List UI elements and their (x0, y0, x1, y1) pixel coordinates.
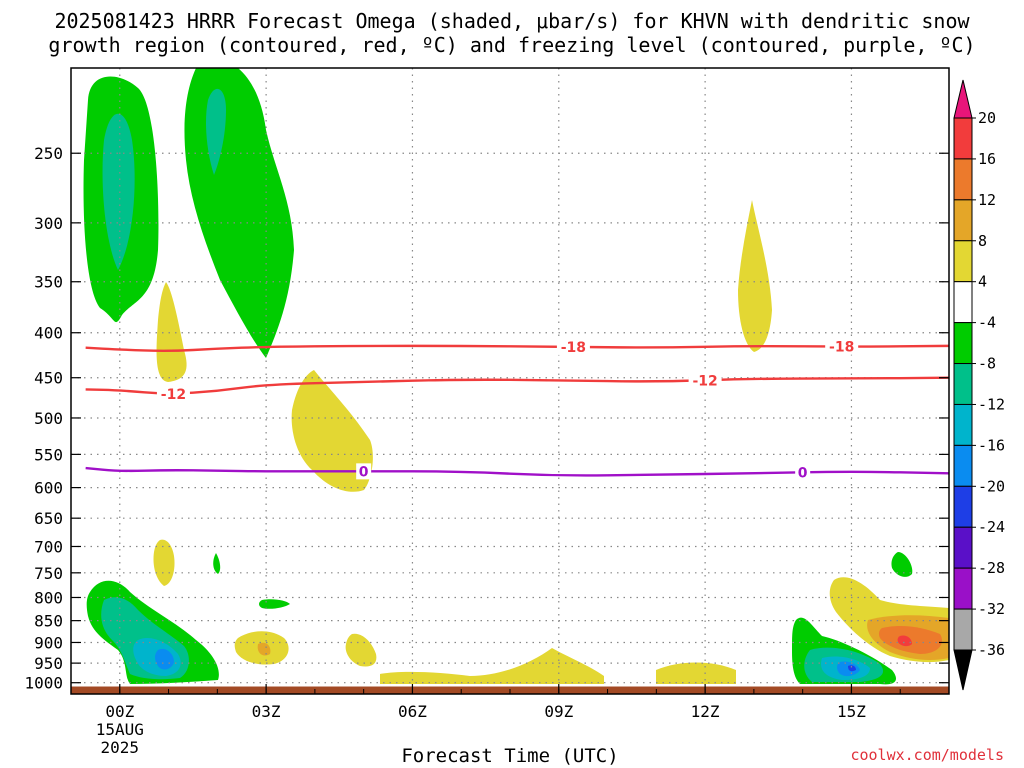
colorbar-swatch (953, 363, 973, 405)
colorbar-swatch (953, 199, 973, 242)
colorbar-top-arrow (953, 79, 973, 119)
contour-line--18 (85, 344, 950, 353)
colorbar-bottom-arrow (953, 649, 973, 691)
x-tick-label: 09Z (544, 702, 573, 721)
omega-region (891, 552, 913, 577)
y-tick-label: 600 (34, 479, 63, 498)
contour-line--12 (85, 376, 950, 395)
x-date-label: 2025 (101, 738, 140, 757)
y-tick-label: 400 (34, 324, 63, 343)
omega-shading (83, 68, 949, 685)
colorbar-swatch (953, 322, 973, 365)
contour-label-bg (156, 386, 190, 403)
colorbar: 20 16 12 8 4 -4 -8 -12 -16 -20 -24 -28 -32 -36 (953, 79, 1005, 691)
y-tick-label: 750 (34, 564, 63, 583)
contour-label: 0 (359, 464, 369, 480)
colorbar-label: -36 (978, 641, 1005, 659)
colorbar-label: 16 (978, 150, 996, 168)
y-tick-label: 300 (34, 214, 63, 233)
x-tick-label: 12Z (691, 702, 720, 721)
chart-title-line-1: 2025081423 HRRR Forecast Omega (shaded, … (54, 9, 970, 33)
contour-label: -12 (161, 387, 186, 403)
omega-region (155, 648, 174, 670)
colorbar-swatch (953, 281, 973, 324)
x-axis-label: Forecast Time (UTC) (401, 745, 619, 767)
omega-region (656, 662, 736, 684)
colorbar-label: -20 (978, 477, 1005, 495)
credit-text: coolwx.com/models (850, 746, 1004, 764)
y-tick-label: 650 (34, 509, 63, 528)
colorbar-label: -4 (978, 314, 996, 332)
colorbar-swatch (953, 158, 973, 201)
contour-label: -12 (692, 373, 717, 389)
omega-region (738, 200, 772, 352)
omega-region (259, 599, 290, 609)
contour-label-bg (795, 464, 811, 481)
y-tick-label: 1000 (24, 674, 63, 693)
y-tick-label: 800 (34, 588, 63, 607)
contour-label-bg (556, 338, 590, 355)
omega-region (380, 648, 604, 684)
colorbar-swatch (953, 240, 973, 283)
omega-region (897, 635, 912, 647)
y-tick-label: 450 (34, 369, 63, 388)
omega-region (291, 370, 373, 492)
omega-region (206, 88, 226, 175)
colorbar-label: -28 (978, 559, 1005, 577)
colorbar-swatch (953, 403, 973, 446)
y-tick-label: 900 (34, 633, 63, 652)
y-tick-label: 850 (34, 612, 63, 631)
y-tick-label: 250 (34, 144, 63, 163)
omega-region (345, 633, 377, 667)
temperature-contours: -18 -18 -12 -12 0 0 (85, 338, 950, 481)
y-axis-ticks: 250 300 350 400 450 500 550 600 650 700 750 800 850 9… (24, 144, 949, 693)
y-tick-label: 550 (34, 445, 63, 464)
colorbar-label: -8 (978, 355, 996, 373)
contour-label: -18 (561, 340, 586, 356)
omega-region (848, 665, 856, 672)
omega-region (156, 282, 187, 382)
omega-region (184, 68, 294, 358)
colorbar-swatch (953, 485, 973, 528)
colorbar-label: 8 (978, 232, 987, 250)
contour-label-bg (825, 338, 859, 355)
contour-label: 0 (798, 465, 808, 481)
x-date-label: 15AUG (96, 720, 144, 739)
colorbar-label: 4 (978, 273, 987, 291)
colorbar-swatch (953, 444, 973, 487)
y-tick-label: 950 (34, 654, 63, 673)
colorbar-label: -32 (978, 600, 1005, 618)
colorbar-swatch (953, 526, 973, 569)
colorbar-label: -12 (978, 395, 1005, 413)
x-tick-label: 00Z (105, 702, 134, 721)
colorbar-label: -24 (978, 518, 1005, 536)
x-tick-label: 06Z (398, 702, 427, 721)
omega-region (213, 553, 221, 574)
y-tick-label: 700 (34, 537, 63, 556)
omega-region (257, 642, 271, 656)
contour-line-0 (85, 466, 950, 477)
colorbar-label: 12 (978, 191, 996, 209)
y-tick-label: 500 (34, 409, 63, 428)
x-tick-label: 15Z (837, 702, 866, 721)
x-tick-label: 03Z (252, 702, 281, 721)
y-tick-label: 350 (34, 273, 63, 292)
colorbar-swatch (953, 608, 973, 651)
colorbar-swatch (953, 567, 973, 610)
contour-label: -18 (829, 340, 854, 356)
contour-label-bg (356, 463, 372, 480)
colorbar-label: -16 (978, 436, 1005, 454)
chart-title-line-2: growth region (contoured, red, ºC) and f… (48, 33, 976, 57)
omega-region (153, 539, 175, 586)
colorbar-label: 20 (978, 109, 996, 127)
colorbar-swatch (953, 117, 973, 160)
contour-label-bg (688, 372, 722, 389)
